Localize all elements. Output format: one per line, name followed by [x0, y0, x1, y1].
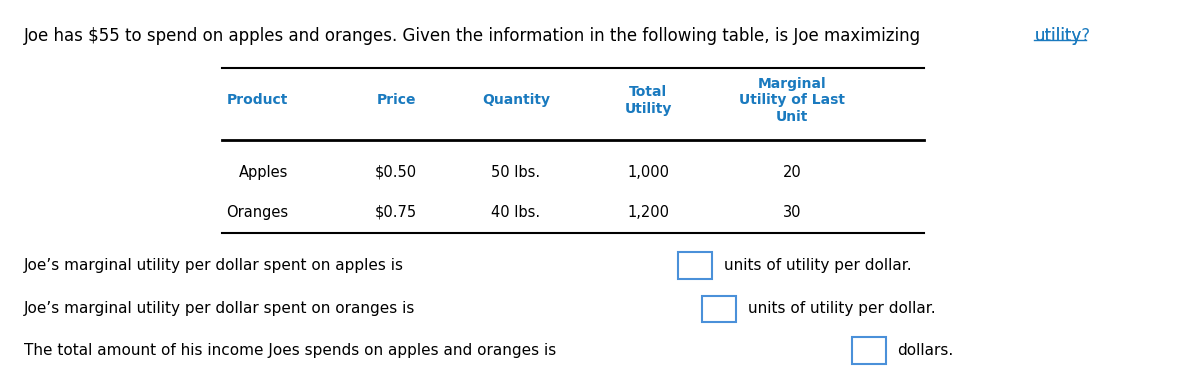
Text: 20: 20: [782, 165, 802, 180]
Text: utility: utility: [1034, 27, 1081, 44]
Text: Joe has $55 to spend on apples and oranges. Given the information in the followi: Joe has $55 to spend on apples and orang…: [24, 27, 926, 44]
Text: $0.50: $0.50: [374, 165, 418, 180]
Text: 50 lbs.: 50 lbs.: [492, 165, 540, 180]
Text: 40 lbs.: 40 lbs.: [492, 205, 540, 220]
Text: The total amount of his income Joes spends on apples and oranges is: The total amount of his income Joes spen…: [24, 343, 557, 358]
Text: Total
Utility: Total Utility: [624, 85, 672, 116]
FancyBboxPatch shape: [678, 252, 712, 279]
Text: dollars.: dollars.: [898, 343, 954, 358]
Text: Joe’s marginal utility per dollar spent on apples is: Joe’s marginal utility per dollar spent …: [24, 258, 404, 273]
Text: Marginal
Utility of Last
Unit: Marginal Utility of Last Unit: [739, 77, 845, 124]
Text: units of utility per dollar.: units of utility per dollar.: [724, 258, 911, 273]
Text: utility?: utility?: [1034, 27, 1091, 44]
Text: Product: Product: [227, 94, 288, 107]
Text: Joe’s marginal utility per dollar spent on oranges is: Joe’s marginal utility per dollar spent …: [24, 301, 415, 316]
Text: Quantity: Quantity: [482, 94, 550, 107]
Text: Apples: Apples: [239, 165, 288, 180]
Text: units of utility per dollar.: units of utility per dollar.: [748, 301, 935, 316]
Text: 30: 30: [782, 205, 802, 220]
Text: 1,200: 1,200: [628, 205, 670, 220]
FancyBboxPatch shape: [702, 296, 736, 322]
Text: 1,000: 1,000: [628, 165, 670, 180]
Text: Price: Price: [377, 94, 415, 107]
Text: Oranges: Oranges: [226, 205, 288, 220]
Text: $0.75: $0.75: [374, 205, 418, 220]
FancyBboxPatch shape: [852, 337, 886, 364]
